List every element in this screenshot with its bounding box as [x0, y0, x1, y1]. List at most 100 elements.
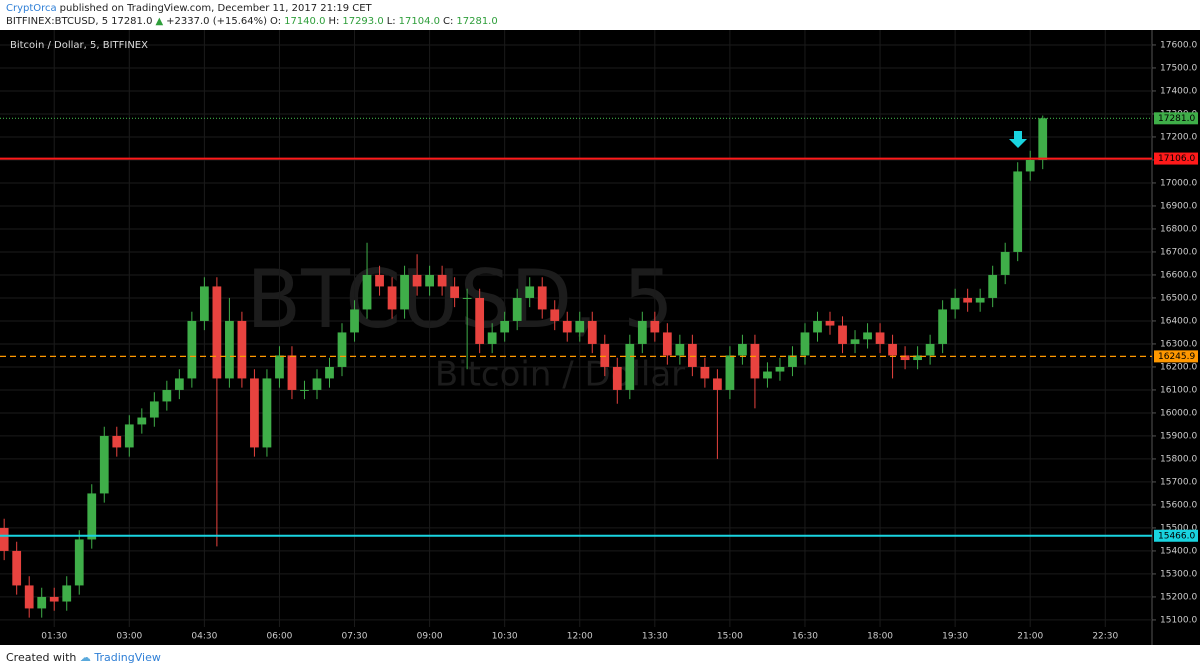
open-label: O: [270, 16, 282, 27]
candle-body [525, 286, 535, 298]
candle-body [287, 355, 297, 390]
candle-body [500, 320, 510, 333]
y-tick-label: 16000.0 [1160, 408, 1197, 418]
candle-body [637, 320, 647, 344]
x-tick-label: 03:00 [116, 632, 142, 642]
y-tick-label: 17000.0 [1160, 178, 1197, 188]
last: 17281.0 [111, 16, 153, 27]
candle-body [700, 366, 710, 379]
high: 17293.0 [342, 16, 384, 27]
candle-body [350, 309, 359, 333]
y-tick-label: 15500.0 [1160, 523, 1197, 533]
candle-body [174, 378, 184, 390]
candle-body [713, 378, 722, 390]
y-tick-label: 17500.0 [1160, 63, 1197, 73]
candle-body [225, 320, 234, 379]
y-tick-label: 16500.0 [1160, 293, 1197, 303]
candle-body [400, 274, 409, 310]
symbol: BITFINEX:BTCUSD, 5 [6, 16, 109, 27]
candle-body [925, 343, 935, 356]
candle-body [587, 320, 597, 344]
candle-body [275, 355, 284, 379]
y-tick-label: 17400.0 [1160, 86, 1197, 96]
candle-body [137, 417, 147, 425]
candle-body [725, 355, 735, 390]
x-tick-label: 21:00 [1017, 632, 1043, 642]
candle-body [24, 585, 34, 609]
candle-body [900, 355, 910, 361]
candle-body [863, 332, 872, 340]
x-tick-label: 07:30 [342, 632, 368, 642]
x-tick-label: 09:00 [417, 632, 443, 642]
candle-body [162, 389, 172, 402]
candle-body [1013, 171, 1023, 252]
candle-body [87, 493, 97, 540]
quote-line: BITFINEX:BTCUSD, 5 17281.0 ▲ +2337.0 (+15.6… [6, 15, 1200, 28]
candle-body [763, 371, 772, 379]
candle-body [512, 297, 522, 321]
candle-body [838, 325, 847, 344]
y-tick-label: 16700.0 [1160, 247, 1197, 257]
candle-body [963, 297, 973, 303]
candle-body [199, 286, 209, 321]
candle-body [387, 286, 397, 310]
candle-body [187, 320, 197, 379]
candle-body [99, 435, 109, 494]
candle-body [250, 378, 259, 448]
candle-body [37, 596, 47, 609]
price-label: 17281.0 [1158, 114, 1195, 124]
candle-body [738, 343, 747, 356]
author[interactable]: CryptOrca [6, 3, 57, 14]
candle-body [875, 332, 885, 344]
price-label: 15466.0 [1158, 531, 1195, 541]
x-tick-label: 18:00 [867, 632, 893, 642]
y-tick-label: 16900.0 [1160, 201, 1197, 211]
price-label-bg [1154, 350, 1198, 363]
high-label: H: [328, 16, 340, 27]
watermark: BTCUSD, 5 [246, 253, 674, 346]
candle-body [825, 320, 835, 326]
arrow-annotation [1009, 131, 1027, 148]
y-tick-label: 16300.0 [1160, 339, 1197, 349]
candle-body [437, 274, 447, 287]
y-tick-label: 15300.0 [1160, 569, 1197, 579]
candle-body [950, 297, 960, 310]
candle-body [462, 297, 472, 299]
candle-body [49, 596, 59, 602]
y-tick-label: 17600.0 [1160, 40, 1197, 50]
candle-body [888, 343, 897, 356]
candle-body [988, 274, 998, 298]
candle-body [12, 550, 22, 586]
x-tick-label: 13:30 [642, 632, 668, 642]
candle-body [750, 343, 760, 379]
candle-body [600, 343, 610, 367]
watermark-subtitle: Bitcoin / Dollar [435, 355, 685, 395]
price-label-bg [1154, 529, 1198, 542]
open: 17140.0 [284, 16, 326, 27]
candle-body [562, 320, 572, 333]
candle-body [312, 378, 322, 390]
y-tick-label: 16100.0 [1160, 385, 1197, 395]
x-tick-label: 04:30 [191, 632, 217, 642]
candle-body [537, 286, 547, 310]
x-tick-label: 06:00 [266, 632, 292, 642]
candle-body [124, 424, 134, 448]
brand[interactable]: TradingView [94, 651, 161, 664]
candle-body [813, 320, 822, 333]
change: +2337.0 (+15.64%) [166, 16, 268, 27]
y-tick-label: 15400.0 [1160, 546, 1197, 556]
candle-body [913, 355, 922, 361]
candle-body [550, 309, 560, 321]
candle-body [625, 343, 635, 390]
x-tick-label: 19:30 [942, 632, 968, 642]
candle-body [325, 366, 334, 379]
candle-body [675, 343, 685, 356]
candle-body [425, 274, 434, 287]
x-tick-label: 10:30 [492, 632, 518, 642]
y-tick-label: 17200.0 [1160, 132, 1197, 142]
candle-body [0, 527, 9, 551]
candle-body [575, 320, 585, 333]
candle-body [487, 332, 497, 344]
low: 17104.0 [398, 16, 441, 27]
candle-body [800, 332, 810, 356]
